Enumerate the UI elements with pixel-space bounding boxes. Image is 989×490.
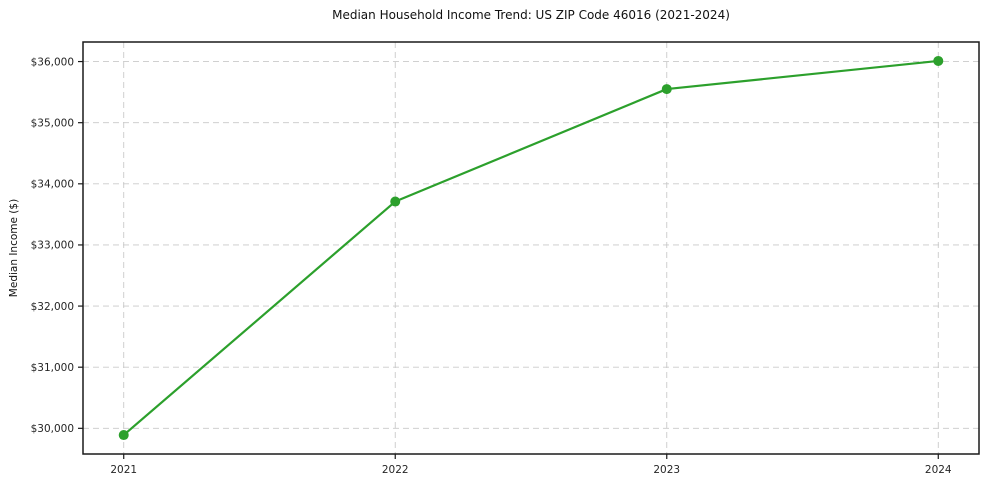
x-tick-label: 2024 bbox=[925, 464, 952, 476]
data-point-marker bbox=[933, 55, 944, 66]
y-tick-label: $33,000 bbox=[31, 240, 74, 252]
y-tick-label: $31,000 bbox=[31, 362, 74, 374]
x-tick-label: 2022 bbox=[382, 464, 409, 476]
trend-line bbox=[122, 59, 940, 437]
data-point-marker bbox=[661, 84, 672, 95]
plot-border bbox=[82, 41, 980, 455]
y-axis-label: Median Income ($) bbox=[8, 198, 20, 298]
y-tick-label: $34,000 bbox=[31, 179, 74, 191]
chart-title: Median Household Income Trend: US ZIP Co… bbox=[332, 8, 730, 22]
y-tick-label: $30,000 bbox=[31, 423, 74, 435]
data-point-marker bbox=[118, 430, 129, 441]
data-point-marker bbox=[390, 196, 401, 207]
x-tick-label: 2023 bbox=[653, 464, 680, 476]
y-tick-label: $32,000 bbox=[31, 301, 74, 313]
y-tick-label: $35,000 bbox=[31, 117, 74, 129]
y-tick-label: $36,000 bbox=[31, 56, 74, 68]
x-tick-label: 2021 bbox=[110, 464, 137, 476]
